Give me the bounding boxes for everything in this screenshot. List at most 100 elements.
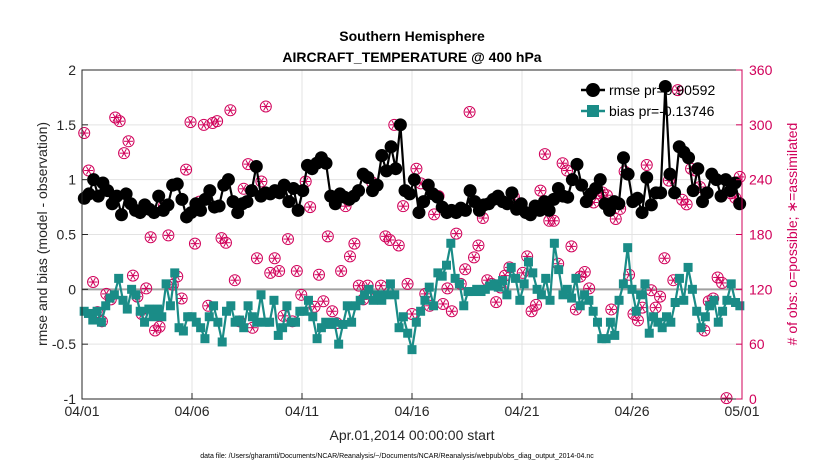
obs-asterisk-stroke (223, 238, 229, 247)
bias-point (377, 295, 387, 305)
bias-point (135, 306, 145, 316)
bias-point (614, 295, 624, 305)
bias-point (442, 260, 452, 270)
obs-marker (565, 240, 578, 253)
rmse-point (170, 177, 184, 191)
bias-point (398, 312, 408, 322)
legend-bias-marker (587, 105, 599, 117)
bias-point (420, 295, 430, 305)
bias-point (96, 317, 106, 327)
bias-point (502, 290, 512, 300)
obs-marker (264, 266, 277, 279)
obs-asterisk-stroke (125, 137, 132, 146)
obs-marker (87, 276, 100, 289)
obs-asterisk-stroke (121, 149, 127, 158)
bias-point (109, 290, 119, 300)
bias-point (239, 323, 249, 333)
obs-circle (450, 227, 463, 240)
bias-point (536, 290, 546, 300)
obs-circle (113, 115, 126, 128)
obs-circle (538, 148, 551, 161)
bias-point (329, 317, 339, 327)
obs-asterisk-stroke (652, 303, 659, 312)
obs-marker (184, 116, 197, 129)
obs-asterisk-stroke (466, 107, 473, 117)
obs-marker (228, 274, 241, 287)
bias-point (554, 265, 564, 275)
bias-point (636, 290, 646, 300)
obs-asterisk-stroke (590, 198, 597, 207)
bias-point (692, 306, 702, 316)
rmse-point (352, 184, 366, 198)
obs-marker (640, 159, 653, 172)
legend: rmse pr=0.90592 bias pr=-0.13746 (581, 82, 715, 119)
bias-point (334, 339, 344, 349)
obs-circle (87, 276, 100, 289)
obs-marker (215, 232, 228, 245)
obs-asterisk-stroke (520, 268, 526, 278)
bias-point (282, 301, 292, 311)
bias-point (316, 323, 326, 333)
bias-point (88, 315, 98, 325)
obs-marker (122, 135, 135, 148)
obs-asterisk-stroke (409, 309, 415, 319)
rmse-point (644, 198, 658, 212)
rmse-point (161, 198, 175, 212)
bias-point (575, 301, 585, 311)
obs-asterisk-stroke (232, 276, 238, 285)
bias-point (454, 279, 464, 289)
bias-point (213, 317, 223, 327)
obs-circle (640, 159, 653, 172)
y-left-tick-label: 0.5 (57, 227, 77, 243)
y-axis-left: -1 -0.5 0 0.5 1 1.5 2 (52, 62, 88, 407)
obs-marker (658, 252, 671, 265)
bias-point (511, 273, 521, 283)
bias-point (674, 273, 684, 283)
obs-asterisk-stroke (648, 286, 654, 295)
obs-asterisk-stroke (564, 166, 570, 175)
obs-marker (676, 193, 689, 206)
legend-bias-label: bias pr=-0.13746 (609, 103, 715, 119)
obs-circle (118, 147, 131, 160)
obs-asterisk-stroke (240, 184, 247, 193)
rmse-point (640, 170, 654, 184)
rmse-point (663, 167, 677, 181)
bias-point (278, 323, 288, 333)
obs-asterisk-stroke (254, 254, 260, 263)
obs-asterisk-stroke (130, 271, 136, 280)
rmse-point (463, 184, 477, 198)
obs-marker (547, 214, 560, 227)
bias-point (368, 295, 378, 305)
rmse-point (682, 151, 696, 165)
bias-point (515, 295, 525, 305)
obs-asterisk-stroke (537, 186, 544, 195)
x-tick-label: 04/16 (394, 403, 429, 419)
rmse-point (412, 206, 426, 220)
obs-marker (126, 269, 139, 282)
rmse-point (407, 173, 421, 187)
y-right-tick-label: 300 (749, 117, 773, 133)
rmse-point (370, 178, 384, 192)
obs-marker (268, 252, 281, 265)
obs-circle (556, 157, 569, 170)
obs-marker (401, 277, 414, 290)
obs-circle (468, 251, 481, 264)
obs-circle (281, 233, 294, 246)
x-tick-label: 05/01 (724, 403, 759, 419)
obs-marker (680, 198, 693, 211)
bias-point (627, 284, 637, 294)
bias-point (122, 304, 132, 314)
rmse-point (240, 195, 254, 209)
obs-asterisk-stroke (396, 241, 402, 250)
bias-point (161, 279, 171, 289)
bias-point (381, 290, 391, 300)
bias-point (562, 284, 572, 294)
obs-asterisk-stroke (431, 210, 437, 219)
bias-point (640, 279, 650, 289)
rmse-point (621, 167, 635, 181)
obs-marker (468, 251, 481, 264)
obs-marker (459, 263, 472, 276)
rmse-point (319, 156, 333, 170)
obs-asterisk-stroke (307, 202, 313, 212)
obs-marker (348, 237, 361, 250)
